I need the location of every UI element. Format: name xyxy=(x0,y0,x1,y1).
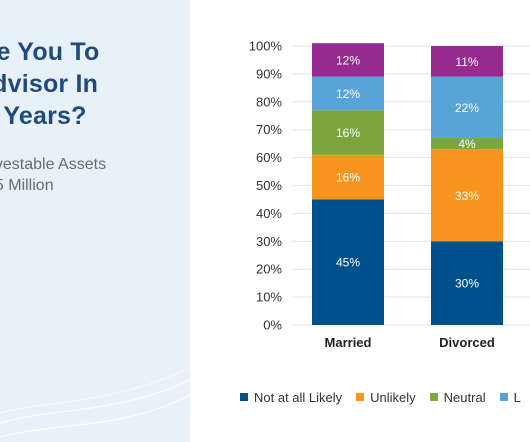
bar-segment xyxy=(431,76,503,139)
bar-segment xyxy=(431,149,503,242)
title-line: Two Years? xyxy=(0,102,87,130)
y-tick-label: 0% xyxy=(263,318,282,333)
x-category-label: Divorced xyxy=(439,335,495,350)
y-tick-label: 30% xyxy=(256,234,282,249)
data-label: 33% xyxy=(455,189,479,203)
legend-item: Unlikely xyxy=(356,390,416,405)
y-tick-label: 20% xyxy=(256,262,282,277)
y-tick-label: 90% xyxy=(256,66,282,81)
bar-segment xyxy=(431,46,503,77)
y-tick-label: 70% xyxy=(256,122,282,137)
x-category-label: Married xyxy=(325,335,372,350)
legend-swatch xyxy=(356,393,365,401)
legend-label: Unlikely xyxy=(370,390,416,405)
y-tick-label: 80% xyxy=(256,94,282,109)
legend-item: Not at all Likely xyxy=(240,390,342,405)
data-label: 22% xyxy=(455,101,479,115)
subtitle-line: $5 Million xyxy=(0,177,54,194)
data-label: 45% xyxy=(336,256,360,270)
page-subtitle: nvestable Assets $5 Million xyxy=(0,154,190,196)
data-label: 12% xyxy=(336,53,360,67)
bar-segment xyxy=(312,110,384,155)
title-line: y Are You To xyxy=(0,38,100,66)
y-tick-label: 10% xyxy=(256,290,282,305)
left-panel: y Are You To w Advisor In Two Years? nve… xyxy=(0,0,190,442)
chart-legend: Not at all Likely Unlikely Neutral L xyxy=(240,390,530,405)
legend-item: Neutral xyxy=(429,390,486,405)
legend-swatch xyxy=(499,393,508,401)
bar-segment xyxy=(431,138,503,150)
wave-decoration xyxy=(0,367,190,438)
legend-label: Neutral xyxy=(443,390,486,405)
legend-label: Not at all Likely xyxy=(254,390,343,405)
subtitle-line: nvestable Assets xyxy=(0,156,107,173)
data-label: 16% xyxy=(336,171,360,185)
legend-swatch xyxy=(429,393,438,401)
legend-swatch xyxy=(240,393,248,401)
data-label: 30% xyxy=(455,277,479,291)
bar-segment xyxy=(312,43,384,77)
data-label: 11% xyxy=(455,55,478,69)
data-label: 12% xyxy=(336,87,360,101)
y-tick-label: 50% xyxy=(256,178,282,193)
title-line: w Advisor In xyxy=(0,70,99,98)
y-tick-label: 40% xyxy=(256,206,282,221)
data-label: 4% xyxy=(458,137,476,151)
bar-segment xyxy=(312,199,384,325)
y-tick-label: 60% xyxy=(256,150,282,165)
legend-item: L xyxy=(499,390,521,405)
legend-label: L xyxy=(513,390,521,405)
bar-segment xyxy=(312,76,384,111)
y-tick-label: 100% xyxy=(249,39,283,54)
bar-segment xyxy=(312,154,384,200)
data-label: 16% xyxy=(336,126,360,140)
page-title: y Are You To w Advisor In Two Years? xyxy=(0,36,188,132)
bar-segment xyxy=(431,241,503,325)
